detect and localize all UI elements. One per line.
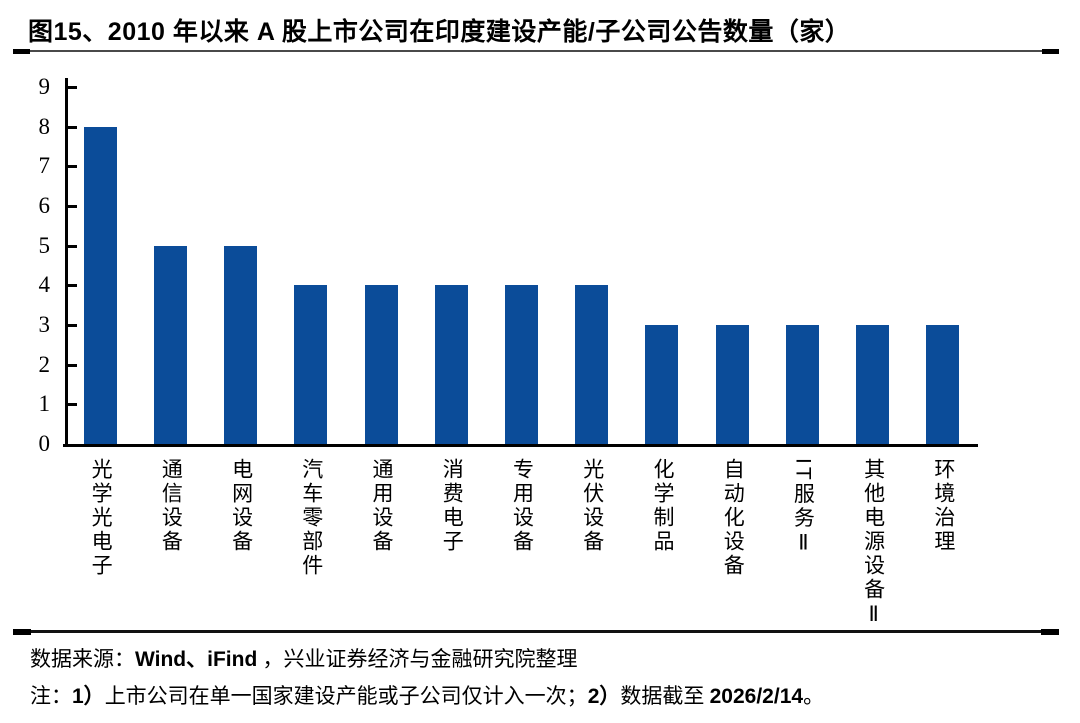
x-axis-label: 汽车零部件 — [299, 458, 323, 578]
x-axis-label: 消费电子 — [440, 458, 464, 554]
y-tick-label: 9 — [38, 74, 51, 99]
x-axis-label: 光伏设备 — [580, 458, 604, 554]
y-tick-mark — [68, 324, 77, 327]
bar-电网设备 — [224, 245, 258, 444]
y-tick-label: 0 — [38, 431, 51, 456]
bar-汽车零部件 — [294, 285, 328, 444]
bar-通信设备 — [153, 245, 187, 444]
y-tick-mark — [68, 125, 77, 129]
source-suffix: ，兴业证券经济与金融研究院整理 — [257, 647, 578, 671]
y-tick-label: 7 — [38, 153, 51, 179]
note2-number: 2） — [587, 685, 621, 708]
x-axis-line — [63, 444, 978, 447]
note2-text: 数据截至 — [620, 684, 710, 708]
note-prefix: 注： — [30, 684, 72, 708]
y-tick-mark — [68, 363, 77, 367]
bar-IT服务Ⅱ — [785, 325, 819, 444]
note-line: 注：1）上市公司在单一国家建设产能或子公司仅计入一次；2）数据截至 2026/2… — [30, 680, 824, 710]
x-axis-label: IT服务Ⅱ — [791, 458, 815, 558]
y-tick-mark — [68, 284, 77, 288]
x-axis-label: 专用设备 — [510, 458, 534, 554]
note1-number: 1） — [72, 685, 105, 708]
footer-divider — [13, 629, 1059, 635]
bar-光伏设备 — [575, 285, 609, 444]
y-tick-mark — [68, 86, 77, 89]
x-axis-label: 电网设备 — [229, 458, 253, 554]
bar-专用设备 — [505, 285, 538, 444]
x-axis-label: 环境治理 — [931, 458, 955, 554]
chart-title: 图15、2010 年以来 A 股上市公司在印度建设产能/子公司公告数量（家） — [28, 18, 851, 46]
y-tick-mark — [68, 205, 77, 208]
bar-消费电子 — [434, 285, 468, 444]
x-axis-label: 化学制品 — [650, 458, 674, 554]
x-axis-label: 光学光电子 — [89, 458, 113, 578]
y-tick-label: 1 — [38, 391, 51, 417]
bar-环境治理 — [926, 325, 960, 444]
y-tick-label: 5 — [38, 232, 51, 258]
y-axis-line — [65, 78, 68, 447]
y-tick-label: 3 — [38, 312, 51, 337]
title-divider — [13, 49, 1059, 54]
note-period: 。 — [803, 684, 825, 708]
y-tick-label: 8 — [38, 113, 51, 139]
bar-化学制品 — [645, 325, 679, 444]
source-prefix: 数据来源： — [30, 647, 135, 671]
bar-chart: 0 1 2 3 4 5 6 7 8 9 光学光电子 通信设备 电网设备 汽车零部件 通用设备 消费电子 专用设… — [38, 74, 978, 629]
x-axis-label: 自动化设备 — [721, 458, 745, 578]
x-axis-label: 通用设备 — [370, 458, 394, 554]
y-tick-mark — [68, 244, 77, 248]
data-source-line: 数据来源：Wind、iFind ，兴业证券经济与金融研究院整理 — [30, 643, 578, 673]
bar-通用设备 — [364, 285, 398, 444]
y-tick-label: 6 — [38, 193, 51, 218]
y-tick-label: 2 — [38, 351, 51, 377]
source-providers: Wind、iFind — [135, 648, 258, 671]
note1-text: 上市公司在单一国家建设产能或子公司仅计入一次； — [104, 684, 588, 708]
y-tick-mark — [68, 403, 77, 407]
bar-其他电源设备Ⅱ — [856, 325, 890, 444]
bar-自动化设备 — [715, 325, 749, 444]
note-cutoff-date: 2026/2/14 — [709, 685, 804, 708]
y-tick-label: 4 — [38, 272, 51, 298]
y-tick-mark — [68, 165, 77, 169]
bar-光学光电子 — [83, 126, 117, 444]
x-axis-label: 其他电源设备Ⅱ — [861, 458, 885, 629]
x-axis-label: 通信设备 — [159, 458, 183, 554]
